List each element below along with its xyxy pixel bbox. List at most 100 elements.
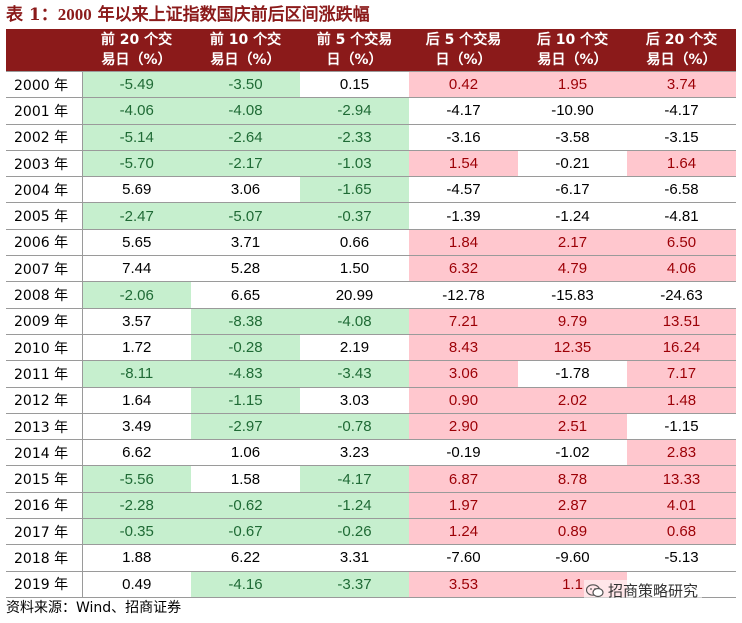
cell-post20: 3.74	[627, 70, 736, 99]
cell-pre5: -0.26	[300, 518, 409, 546]
cell-pre10: -2.64	[191, 124, 300, 151]
table-row: 2004 年 5.69 3.06 -1.65 -4.57 -6.17 -6.58	[6, 176, 736, 204]
table-row: 2005 年 -2.47 -5.07 -0.37 -1.39 -1.24 -4.81	[6, 202, 736, 230]
row-year: 2005 年	[6, 202, 83, 230]
cell-post10: -0.21	[518, 150, 627, 178]
cell-post10: 2.51	[518, 413, 627, 441]
cell-post20: -3.15	[627, 124, 736, 151]
cell-post10: 9.79	[518, 308, 627, 335]
cell-post10: -10.90	[518, 97, 627, 125]
cell-pre20: 6.62	[82, 439, 191, 467]
table-row: 2016 年 -2.28 -0.62 -1.24 1.97 2.87 4.01	[6, 492, 736, 520]
cell-post10: 0.89	[518, 518, 627, 546]
cell-post5: 1.24	[409, 518, 518, 546]
cell-pre20: 1.64	[82, 387, 191, 414]
cell-pre20: -4.06	[82, 97, 191, 125]
table-row: 2008 年 -2.06 6.65 20.99 -12.78 -15.83 -24.63	[6, 281, 736, 309]
source-note: 资料来源：Wind、招商证券	[6, 600, 182, 616]
cell-pre20: -2.06	[82, 281, 191, 309]
cell-pre10: -0.62	[191, 492, 300, 520]
cell-pre10: 6.22	[191, 544, 300, 572]
table-row: 2013 年 3.49 -2.97 -0.78 2.90 2.51 -1.15	[6, 413, 736, 441]
header-pre5: 前 5 个交易 日（%）	[300, 29, 409, 72]
row-year: 2010 年	[6, 334, 83, 362]
cell-post10: -9.60	[518, 544, 627, 572]
table-row: 2001 年 -4.06 -4.08 -2.94 -4.17 -10.90 -4.17	[6, 97, 736, 125]
cell-pre5: 3.31	[300, 544, 409, 572]
row-year: 2007 年	[6, 255, 83, 283]
cell-pre20: -8.11	[82, 360, 191, 388]
table-row: 2018 年 1.88 6.22 3.31 -7.60 -9.60 -5.13	[6, 544, 736, 572]
cell-post10: -1.24	[518, 202, 627, 230]
cell-post10: -3.58	[518, 124, 627, 151]
table-row: 2015 年 -5.56 1.58 -4.17 6.87 8.78 13.33	[6, 465, 736, 493]
cell-post20: -6.58	[627, 176, 736, 204]
cell-post5: -0.19	[409, 439, 518, 467]
cell-post5: 6.87	[409, 465, 518, 493]
cell-pre20: -2.47	[82, 202, 191, 230]
cell-pre20: 1.72	[82, 334, 191, 362]
returns-table: 前 20 个交 易日（%） 前 10 个交 易日（%） 前 5 个交易 日（%） 后 …	[6, 29, 736, 598]
table-row: 2003 年 -5.70 -2.17 -1.03 1.54 -0.21 1.64	[6, 150, 736, 178]
cell-post5: 7.21	[409, 308, 518, 335]
row-year: 2014 年	[6, 439, 83, 467]
cell-pre20: 5.69	[82, 176, 191, 204]
row-year: 2009 年	[6, 308, 83, 335]
cell-post10: 12.35	[518, 334, 627, 362]
row-year: 2003 年	[6, 150, 83, 178]
cell-pre20: 1.88	[82, 544, 191, 572]
cell-post20: -4.81	[627, 202, 736, 230]
wechat-icon	[586, 584, 604, 598]
cell-post5: -12.78	[409, 281, 518, 309]
row-year: 2013 年	[6, 413, 83, 441]
table-row: 2000 年 -5.49 -3.50 0.15 0.42 1.95 3.74	[6, 70, 736, 99]
cell-pre20: 5.65	[82, 229, 191, 257]
cell-pre5: 20.99	[300, 281, 409, 309]
row-year: 2015 年	[6, 465, 83, 493]
cell-pre5: -3.37	[300, 571, 409, 598]
row-year: 2004 年	[6, 176, 83, 204]
cell-post10: -1.02	[518, 439, 627, 467]
cell-pre10: -4.08	[191, 97, 300, 125]
cell-post10: -15.83	[518, 281, 627, 309]
cell-pre5: -0.37	[300, 202, 409, 230]
cell-post10: -6.17	[518, 176, 627, 204]
cell-post20: 6.50	[627, 229, 736, 257]
cell-pre5: -0.78	[300, 413, 409, 441]
cell-pre10: -3.50	[191, 70, 300, 99]
cell-pre5: 0.15	[300, 70, 409, 99]
cell-post5: 1.84	[409, 229, 518, 257]
cell-post5: 8.43	[409, 334, 518, 362]
cell-pre10: -0.67	[191, 518, 300, 546]
cell-post20: -24.63	[627, 281, 736, 309]
header-row: 前 20 个交 易日（%） 前 10 个交 易日（%） 前 5 个交易 日（%） 后 …	[6, 29, 736, 72]
cell-post5: 1.54	[409, 150, 518, 178]
table-row: 2009 年 3.57 -8.38 -4.08 7.21 9.79 13.51	[6, 308, 736, 335]
cell-pre10: 1.06	[191, 439, 300, 467]
cell-post5: 3.06	[409, 360, 518, 388]
title-prefix: 表 1：	[6, 5, 58, 25]
cell-pre5: -1.65	[300, 176, 409, 204]
cell-pre20: 7.44	[82, 255, 191, 283]
cell-post10: 2.87	[518, 492, 627, 520]
cell-pre5: -1.03	[300, 150, 409, 178]
table-row: 2006 年 5.65 3.71 0.66 1.84 2.17 6.50	[6, 229, 736, 257]
cell-pre5: -4.17	[300, 465, 409, 493]
cell-pre10: -8.38	[191, 308, 300, 335]
table-row: 2012 年 1.64 -1.15 3.03 0.90 2.02 1.48	[6, 387, 736, 414]
cell-post5: -1.39	[409, 202, 518, 230]
header-post20: 后 20 个交 易日（%）	[627, 29, 736, 72]
cell-post20: 13.51	[627, 308, 736, 335]
table-row: 2002 年 -5.14 -2.64 -2.33 -3.16 -3.58 -3.15	[6, 124, 736, 151]
table-row: 2007 年 7.44 5.28 1.50 6.32 4.79 4.06	[6, 255, 736, 283]
title-year: 2000	[57, 5, 92, 24]
cell-post20: 4.01	[627, 492, 736, 520]
cell-pre5: 0.66	[300, 229, 409, 257]
cell-post10: 2.17	[518, 229, 627, 257]
row-year: 2011 年	[6, 360, 83, 388]
cell-post20: 1.48	[627, 387, 736, 414]
cell-pre10: 1.58	[191, 465, 300, 493]
cell-pre20: -5.56	[82, 465, 191, 493]
cell-pre5: -2.33	[300, 124, 409, 151]
cell-post5: -4.17	[409, 97, 518, 125]
